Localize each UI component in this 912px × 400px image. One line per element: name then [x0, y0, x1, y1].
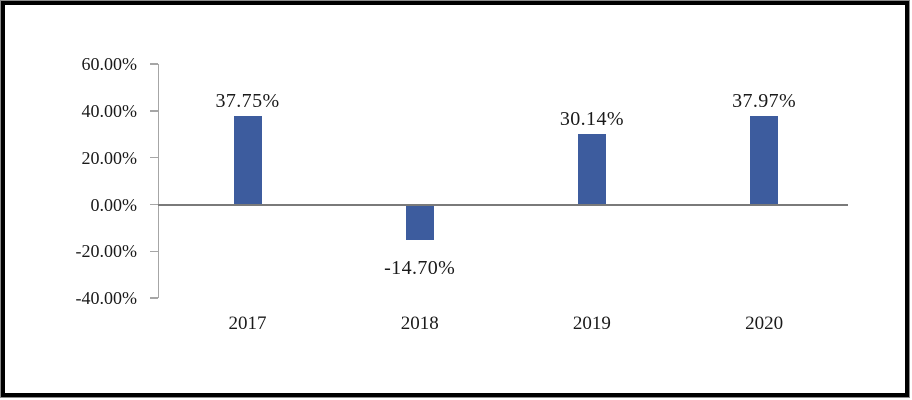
y-tick-label: -20.00% [75, 241, 138, 262]
bar-value-label-2020: 37.97% [732, 89, 797, 112]
bar-value-label-2019: 30.14% [559, 107, 624, 130]
bar-2019 [577, 133, 606, 205]
y-tick [150, 156, 158, 159]
x-axis-label-2020: 2020 [745, 313, 784, 334]
bar-value-label-2018: -14.70% [384, 256, 456, 279]
x-axis-label-2017: 2017 [228, 313, 267, 334]
bar-2020 [750, 115, 779, 205]
y-tick [150, 250, 158, 253]
y-tick-label: 40.00% [81, 100, 138, 121]
y-tick-label: -40.00% [75, 288, 138, 309]
x-axis-label-2018: 2018 [400, 313, 439, 334]
y-tick-label: 20.00% [81, 147, 138, 168]
y-tick [150, 63, 158, 65]
bar-2018 [405, 205, 434, 240]
y-tick [150, 110, 158, 112]
y-tick-label: 0.00% [90, 194, 138, 215]
y-tick [150, 203, 158, 206]
y-tick-label: 60.00% [81, 54, 138, 75]
zero-line [158, 203, 848, 206]
bar-value-label-2017: 37.75% [215, 90, 280, 113]
y-tick [150, 297, 158, 299]
y-axis-line [157, 64, 159, 299]
x-axis-label-2019: 2019 [572, 313, 611, 334]
bar-2017 [233, 116, 262, 205]
